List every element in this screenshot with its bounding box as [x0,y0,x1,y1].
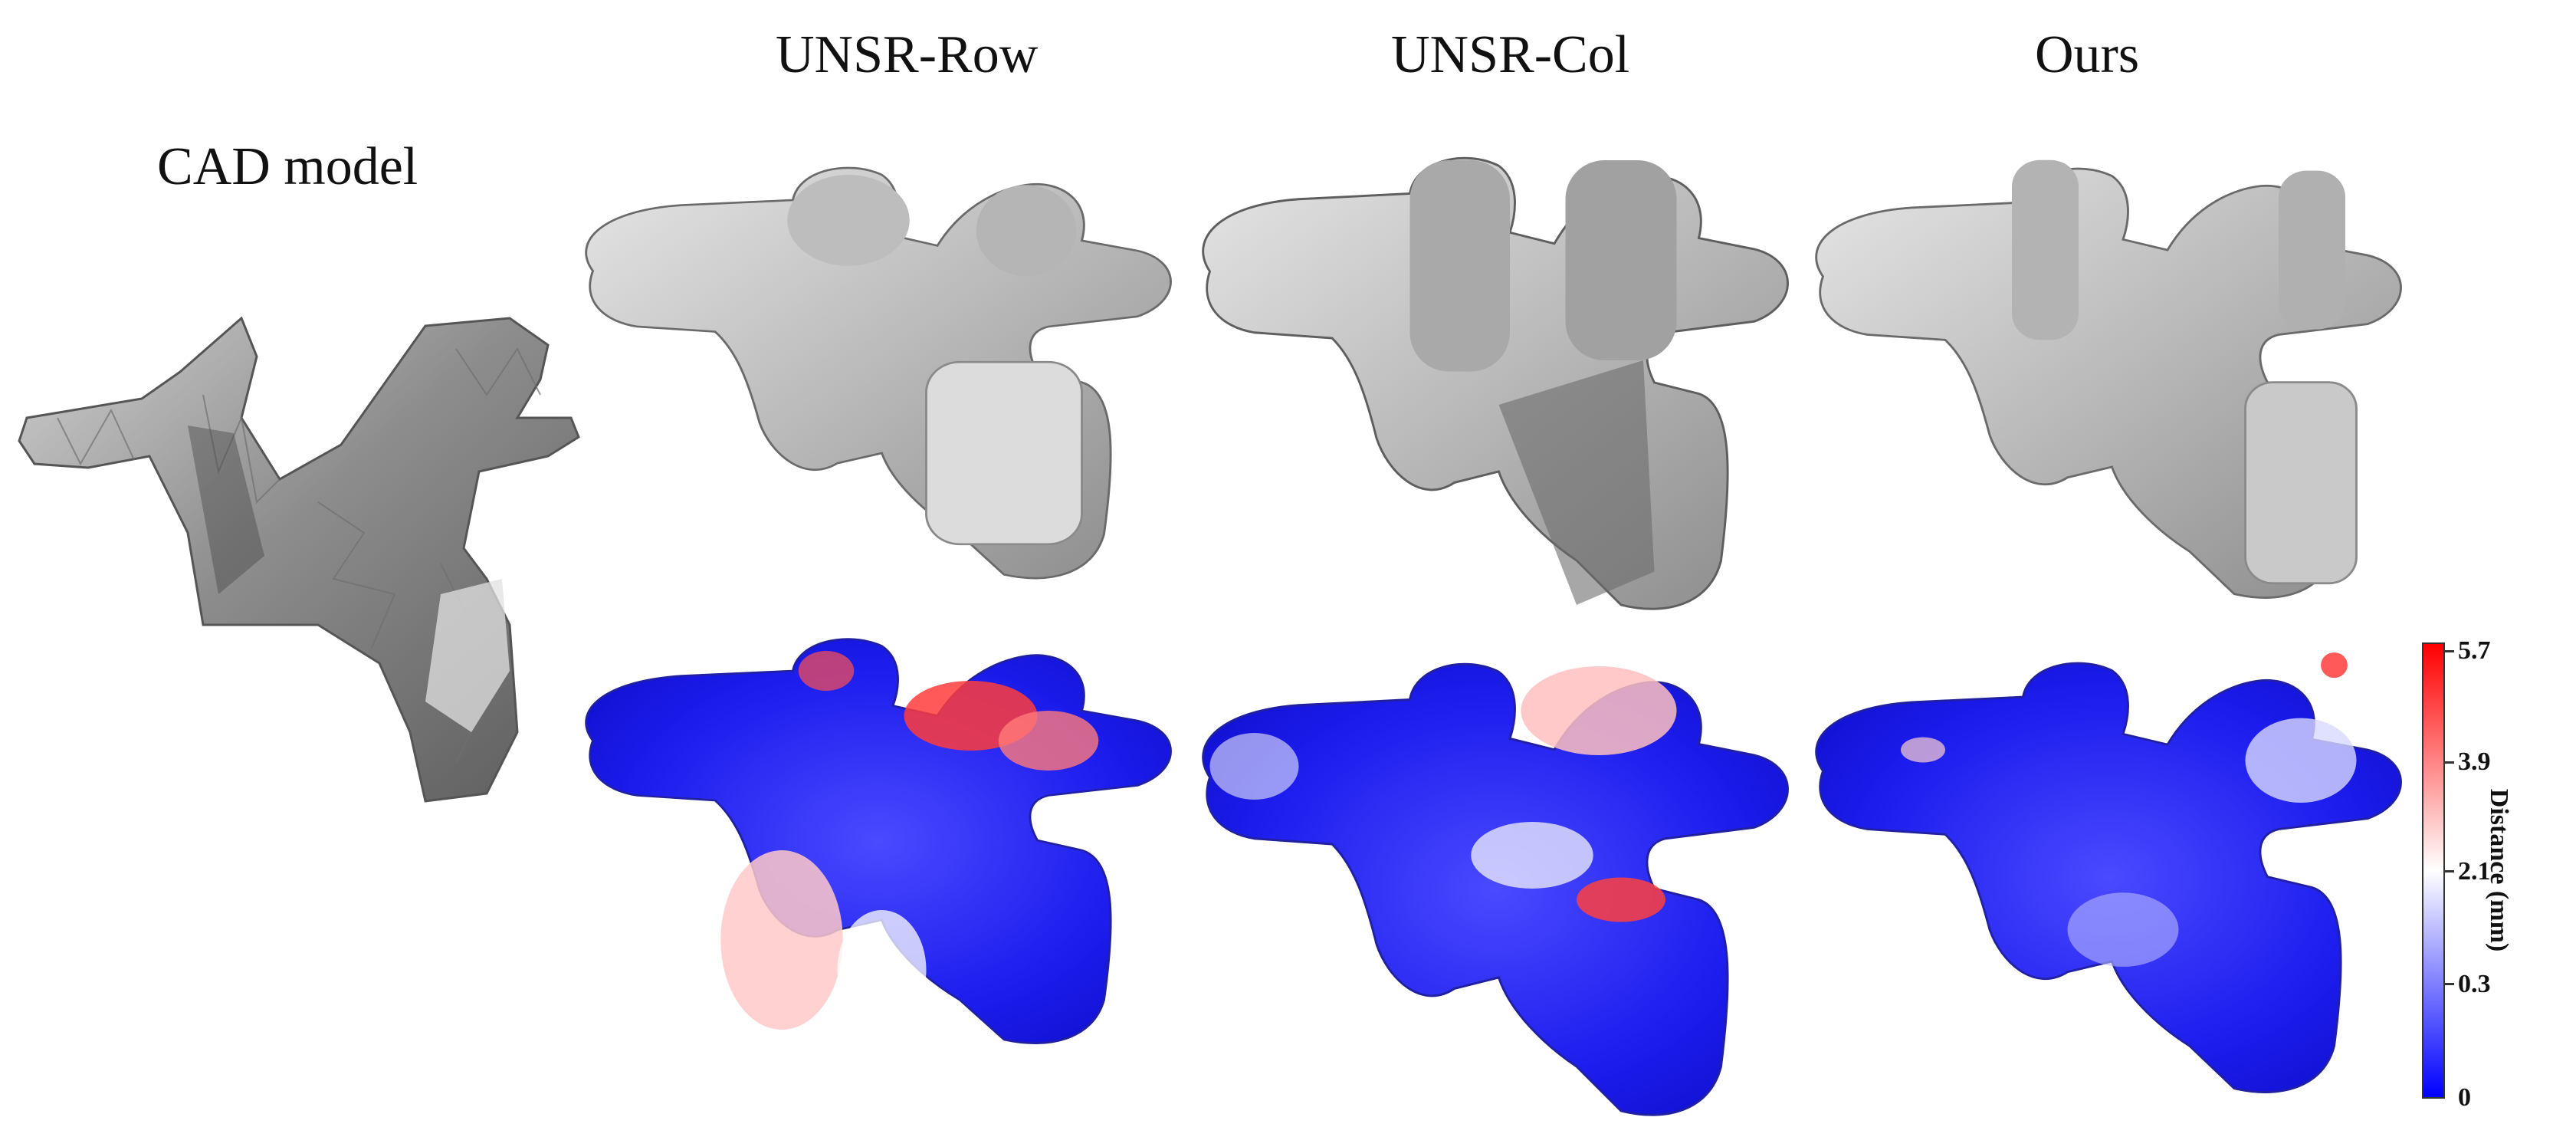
ours-distance-map [1790,644,2402,1104]
column-label-unsr-row: UNSR-Row [776,25,1039,84]
cad-model-label: CAD model [157,137,418,196]
cad-model-render [11,303,580,803]
colorbar-tick-mark [2443,650,2454,652]
unsr-col-distance-map [1176,629,1789,1119]
colorbar-tick-mark [2443,761,2454,764]
colorbar-tick-mark [2443,870,2454,872]
colorbar-tick-label: 5.7 [2458,636,2491,665]
column-label-ours: Ours [2035,25,2140,84]
unsr-row-distance-map [552,621,1172,1050]
colorbar-tick-mark [2443,983,2454,985]
colorbar-title: Distance (mm) [2485,788,2513,952]
ours-reconstruction [1790,150,2402,610]
distance-colorbar [2422,642,2445,1099]
colorbar-tick-label: 2.1 [2458,857,2491,886]
colorbar-tick-label: 3.9 [2458,748,2491,776]
unsr-col-reconstruction [1176,123,1789,613]
colorbar-tick-label: 0.3 [2458,970,2491,998]
unsr-row-reconstruction [552,150,1172,587]
colorbar-tick-label: 0 [2458,1083,2471,1112]
column-label-unsr-col: UNSR-Col [1391,25,1630,84]
